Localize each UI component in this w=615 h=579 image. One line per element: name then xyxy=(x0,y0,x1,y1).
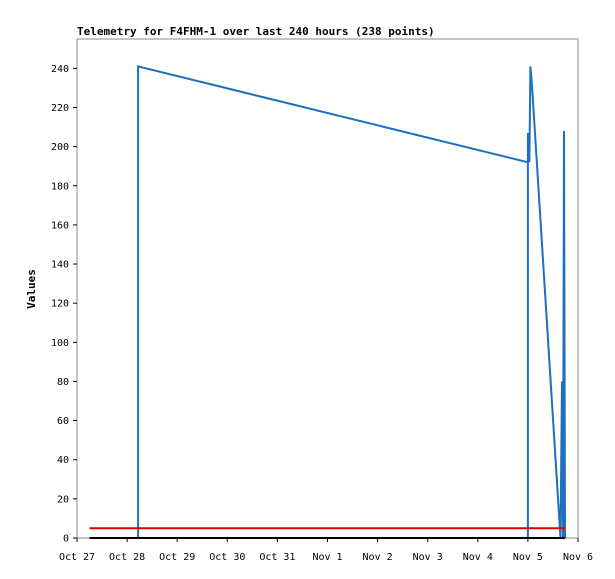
y-tick-label: 20 xyxy=(57,494,69,505)
x-tick-label: Oct 30 xyxy=(209,552,245,563)
x-tick-label: Nov 4 xyxy=(463,552,493,563)
y-tick-label: 160 xyxy=(51,220,69,231)
y-tick-label: 120 xyxy=(51,299,69,310)
y-tick-label: 80 xyxy=(57,377,69,388)
y-tick-label: 40 xyxy=(57,455,69,466)
x-tick-label: Oct 28 xyxy=(109,552,145,563)
series-line-1 xyxy=(137,65,566,539)
x-axis: Oct 27 Oct 28 Oct 29 Oct 30 Oct 31 Nov 1 Nov 2… xyxy=(59,538,593,563)
y-tick-label: 180 xyxy=(51,181,69,192)
x-tick-label: Oct 29 xyxy=(159,552,195,563)
y-axis: 0 20 40 60 80 100 120 140 160 180 200 220 240 xyxy=(51,64,77,545)
x-tick-label: Nov 6 xyxy=(563,552,593,563)
y-tick-label: 140 xyxy=(51,260,69,271)
x-tick-label: Nov 3 xyxy=(413,552,443,563)
x-tick-label: Oct 27 xyxy=(59,552,95,563)
chart-title: Telemetry for F4FHM-1 over last 240 hour… xyxy=(77,25,435,38)
y-tick-label: 220 xyxy=(51,103,69,114)
y-tick-label: 240 xyxy=(51,64,69,75)
y-axis-title: Values xyxy=(25,269,38,309)
x-tick-label: Nov 2 xyxy=(363,552,393,563)
y-tick-label: 200 xyxy=(51,142,69,153)
x-tick-label: Nov 5 xyxy=(513,552,543,563)
x-tick-label: Nov 1 xyxy=(312,552,342,563)
y-tick-label: 0 xyxy=(63,534,69,545)
y-tick-label: 100 xyxy=(51,338,69,349)
y-tick-label: 60 xyxy=(57,416,69,427)
plot-area xyxy=(76,38,579,539)
x-tick-label: Oct 31 xyxy=(259,552,295,563)
